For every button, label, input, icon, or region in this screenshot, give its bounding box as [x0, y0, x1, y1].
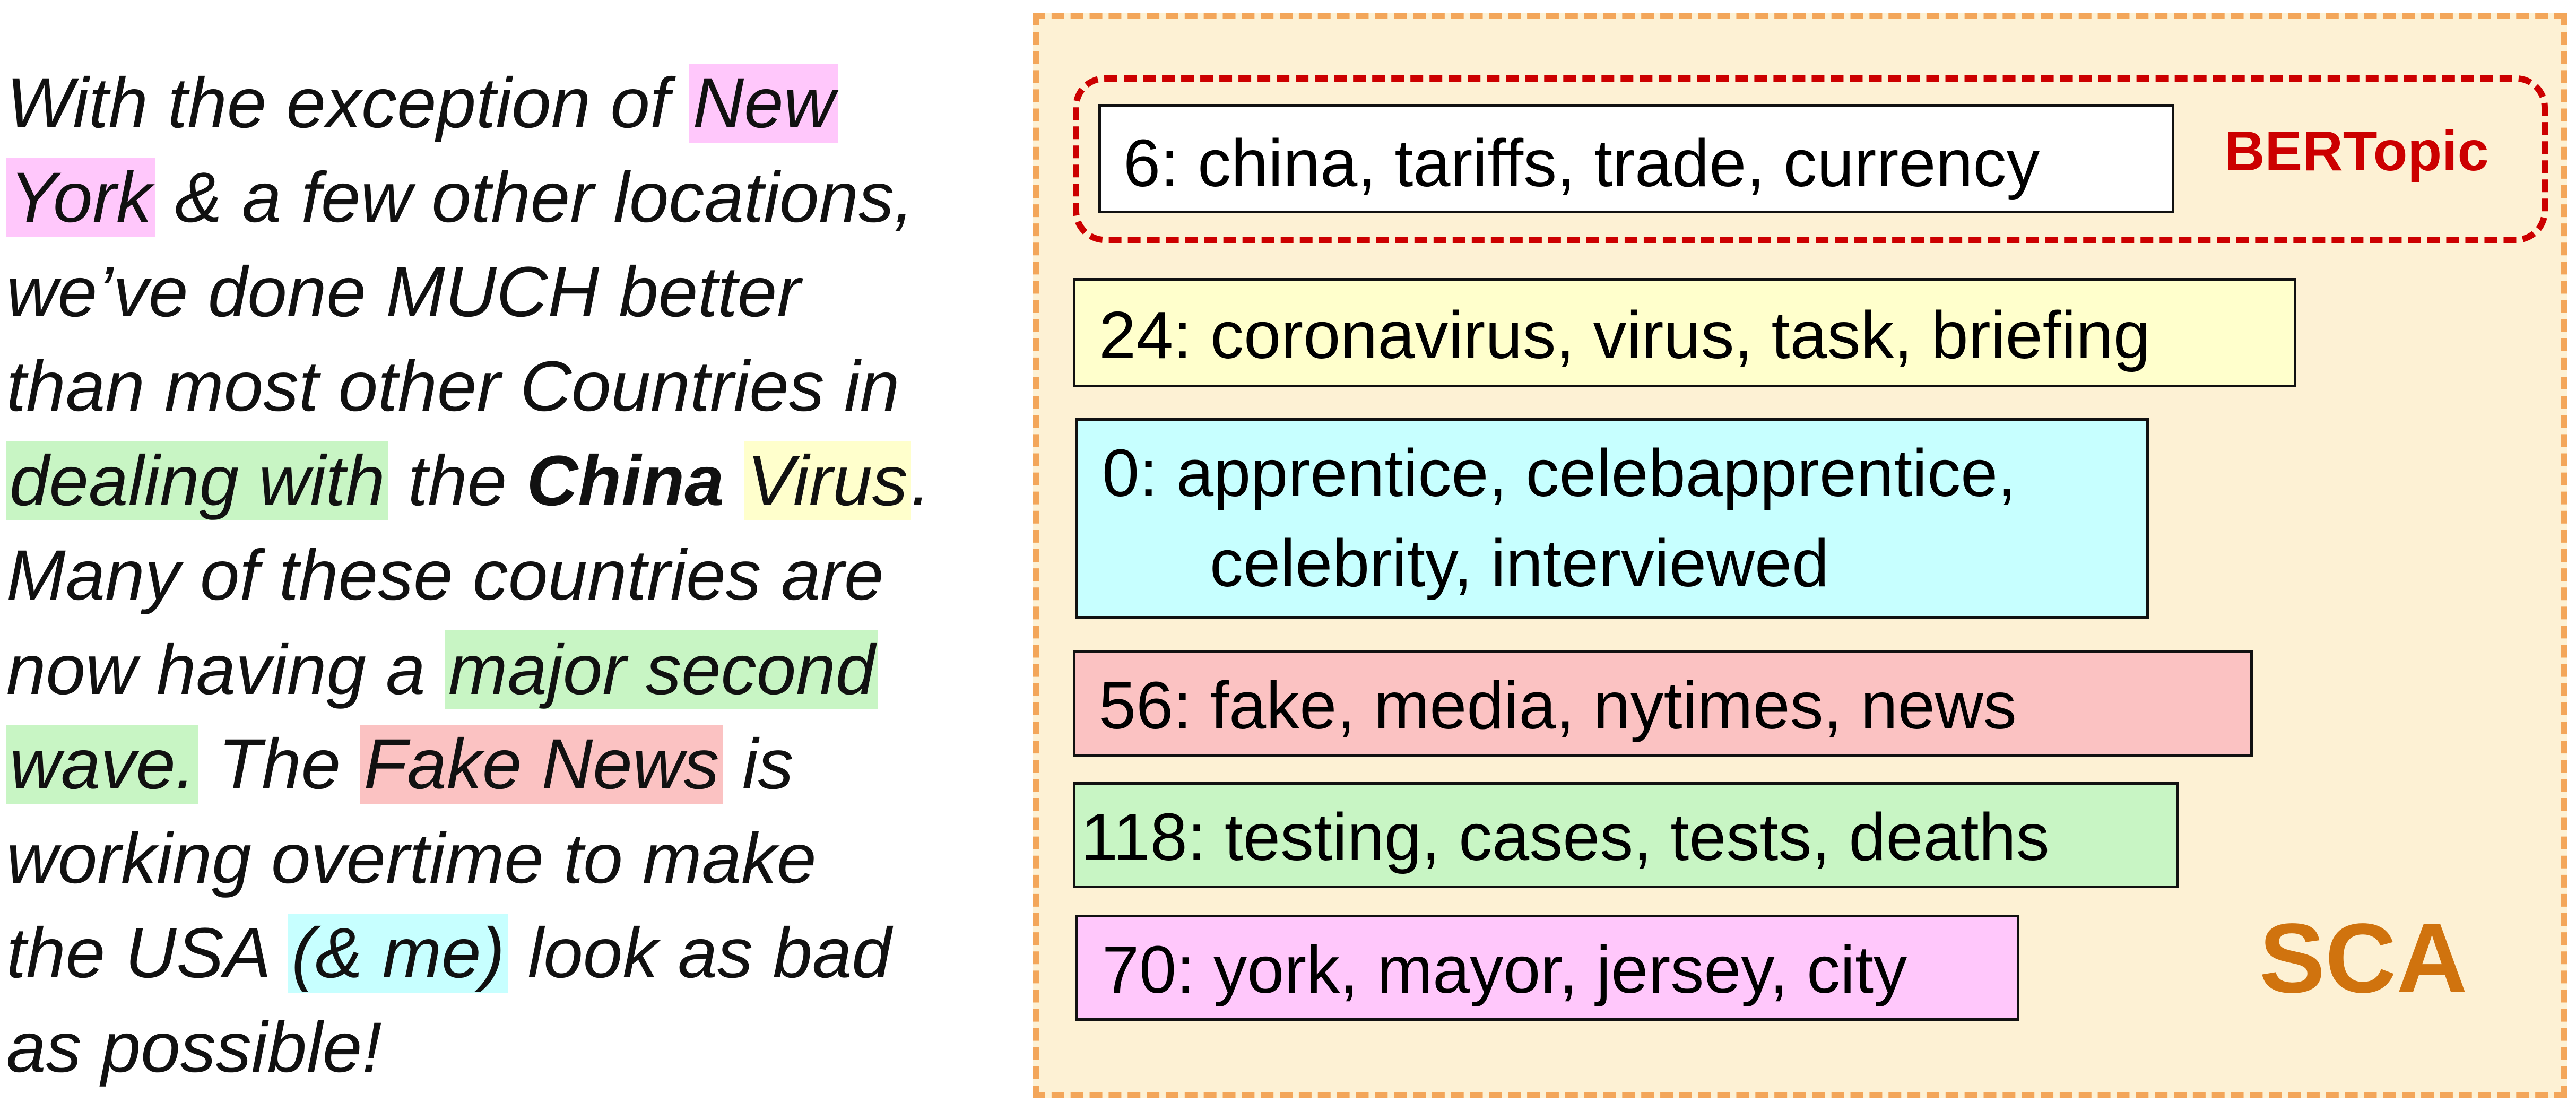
tweet-segment: The: [198, 725, 361, 804]
topic-6: 6: china, tariffs, trade, currency: [1098, 104, 2174, 213]
tweet-segment: working overtime to make: [6, 819, 817, 898]
tweet-segment: the: [388, 441, 527, 520]
topic-words: coronavirus, virus, task, briefing: [1192, 298, 2150, 372]
topic-0: 0: apprentice, celebapprentice, celebrit…: [1075, 418, 2149, 619]
topic-70: 70: york, mayor, jersey, city: [1075, 915, 2019, 1021]
sca-label: SCA: [2259, 904, 2468, 1013]
bertopic-box: [1073, 75, 2548, 243]
tweet-line: we’ve done MUCH better: [6, 245, 1014, 340]
topic-56: 56: fake, media, nytimes, news: [1073, 650, 2253, 757]
tweet-segment: [724, 441, 744, 520]
highlighted-phrase-pink: New: [689, 64, 838, 143]
highlighted-phrase-green: dealing with: [6, 441, 388, 520]
highlighted-phrase-red: Fake News: [360, 725, 723, 804]
topic-24: 24: coronavirus, virus, task, briefing: [1073, 278, 2296, 387]
topic-words: york, mayor, jersey, city: [1195, 932, 1907, 1007]
tweet-segment: With the exception of: [6, 64, 690, 143]
tweet-line: York & a few other locations,: [6, 151, 1014, 245]
topic-words: china, tariffs, trade, currency: [1179, 126, 2040, 201]
tweet-line: dealing with the China Virus.: [6, 434, 1014, 528]
tweet-segment: .: [910, 441, 931, 520]
topic-id: 118:: [1081, 800, 1206, 874]
tweet-line: than most other Countries in: [6, 340, 1014, 434]
tweet-line: now having a major second: [6, 623, 1014, 717]
tweet-segment: & a few other locations,: [155, 158, 914, 237]
tweet-line: wave. The Fake News is: [6, 717, 1014, 812]
tweet-segment: as possible!: [6, 1008, 382, 1087]
tweet-segment: Many of these countries are: [6, 536, 884, 615]
topic-words: fake, media, nytimes, news: [1192, 668, 2017, 743]
tweet-segment: now having a: [6, 630, 445, 709]
highlighted-phrase-cyan: (& me): [288, 914, 508, 993]
topic-id: 6:: [1123, 126, 1179, 201]
tweet-segment: we’ve done MUCH better: [6, 253, 801, 332]
tweet-line: as possible!: [6, 1001, 1014, 1095]
topic-id: 70:: [1102, 932, 1195, 1007]
tweet-segment: the USA: [6, 914, 289, 993]
topic-118: 118: testing, cases, tests, deaths: [1073, 782, 2179, 888]
bold-phrase: China: [526, 441, 724, 520]
tweet-line: Many of these countries are: [6, 528, 1014, 623]
tweet-segment: than most other Countries in: [6, 347, 900, 426]
tweet-segment: look as bad: [508, 914, 891, 993]
topic-id: 0:: [1102, 436, 1158, 510]
bertopic-label: BERTopic: [2224, 120, 2489, 183]
topic-words-continued: celebrity, interviewed: [1210, 526, 1829, 601]
highlighted-phrase-yellow: Virus: [743, 441, 911, 520]
highlighted-phrase-green: wave.: [6, 725, 199, 804]
highlighted-phrase-green: major second: [445, 630, 879, 709]
topic-words: apprentice, celebapprentice,: [1158, 436, 2017, 510]
tweet-line: working overtime to make: [6, 812, 1014, 906]
highlighted-phrase-pink: York: [6, 158, 155, 237]
tweet-line: With the exception of New: [6, 56, 1014, 151]
tweet-text: With the exception of New York & a few ot…: [6, 56, 1014, 1095]
tweet-segment: is: [722, 725, 794, 804]
tweet-line: the USA (& me) look as bad: [6, 906, 1014, 1001]
topic-id: 56:: [1099, 668, 1192, 743]
topic-words: testing, cases, tests, deaths: [1205, 800, 2050, 874]
topic-id: 24:: [1099, 298, 1192, 372]
